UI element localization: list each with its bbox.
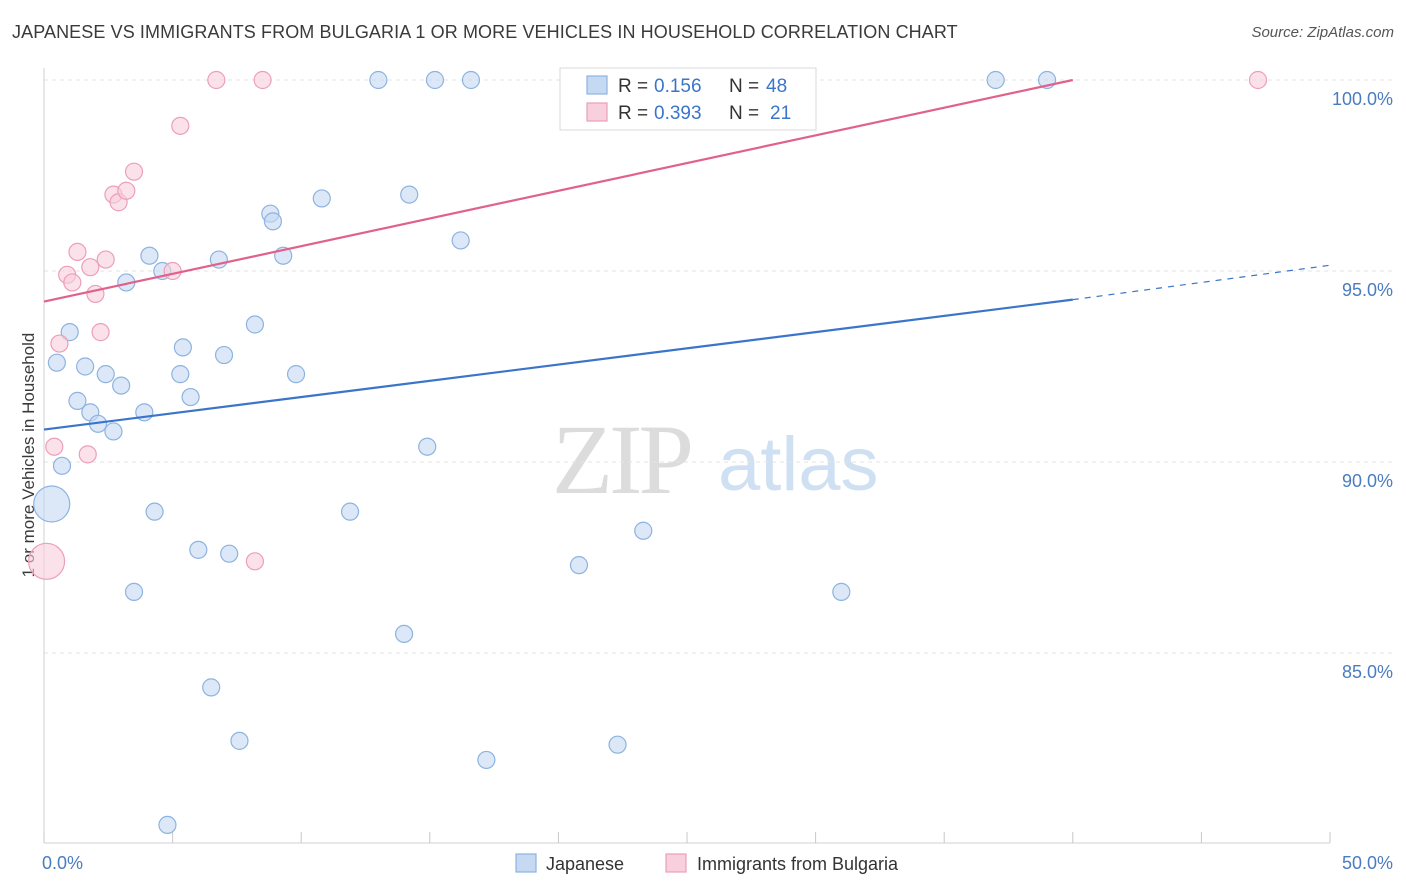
japanese-point-33: [340, 502, 360, 521]
bulgaria-point-15: [163, 261, 182, 281]
japanese-point-17: [158, 815, 177, 835]
bulgaria-point-4: [63, 273, 82, 292]
japanese-point-45: [832, 582, 851, 601]
japanese-point-9: [104, 422, 123, 441]
legend-n-value-1: 48: [766, 76, 787, 97]
legend-n-value-2: 21: [770, 103, 791, 124]
bulgaria-point-13: [117, 181, 136, 200]
legend-r-value-2: 0.393: [654, 103, 702, 124]
japanese-point-29: [263, 212, 283, 231]
japanese-point-14: [140, 246, 159, 265]
japanese-point-35: [394, 624, 414, 644]
y-tick-label-3: 100.0%: [1332, 89, 1393, 109]
japanese-point-43: [608, 735, 627, 754]
japanese-point-8: [96, 365, 115, 384]
watermark: ZIP atlas: [552, 404, 879, 515]
japanese-point-25: [220, 544, 239, 563]
bulgaria-point-5: [68, 242, 87, 261]
bulgaria-point-16: [171, 116, 190, 135]
japanese-point-46: [986, 70, 1005, 90]
japanese-point-4: [68, 391, 87, 410]
bottom-legend-label-bulgaria: Immigrants from Bulgaria: [697, 854, 899, 874]
japanese-point-15: [145, 502, 164, 521]
japanese-point-21: [189, 540, 208, 559]
legend-n-label-2: N =: [729, 103, 759, 124]
series-japanese-points: [33, 70, 1057, 835]
y-tick-label-1: 90.0%: [1342, 471, 1393, 491]
japanese-point-20: [181, 387, 200, 407]
japanese-point-36: [400, 185, 419, 204]
x-tick-marks: [43, 832, 1331, 843]
japanese-point-1: [47, 353, 66, 372]
japanese-point-2: [52, 456, 72, 475]
legend-r-label-2: R =: [618, 103, 648, 124]
japanese-point-38: [425, 70, 445, 90]
bulgaria-point-19: [253, 70, 272, 90]
y-tick-labels: 85.0% 90.0% 95.0% 100.0%: [1332, 89, 1393, 682]
japanese-point-12: [124, 582, 144, 601]
grid-lines: [44, 79, 1395, 654]
bulgaria-point-17: [207, 70, 226, 90]
trend-line-japanese-extension: [1072, 264, 1331, 301]
bulgaria-point-7: [81, 258, 100, 277]
japanese-point-42: [569, 556, 589, 575]
x-tick-label-max: 50.0%: [1342, 853, 1393, 873]
japanese-point-18: [171, 365, 190, 384]
bulgaria-point-0: [27, 542, 66, 580]
trend-line-japanese: [43, 298, 1073, 431]
watermark-atlas: atlas: [718, 422, 879, 507]
japanese-point-26: [230, 731, 249, 750]
japanese-point-41: [477, 750, 496, 770]
trend-line-bulgaria: [43, 78, 1074, 303]
y-axis-label: 1 or more Vehicles in Household: [19, 333, 38, 578]
bulgaria-point-2: [50, 334, 69, 353]
bottom-legend: Japanese Immigrants from Bulgaria: [515, 853, 899, 874]
legend-r-label-1: R =: [618, 76, 648, 97]
watermark-zip: ZIP: [552, 404, 690, 515]
bulgaria-point-8: [86, 284, 105, 304]
legend-n-label-1: N =: [729, 76, 759, 97]
japanese-point-37: [418, 437, 437, 456]
source-credit: Source: ZipAtlas.com: [1251, 24, 1394, 41]
japanese-point-34: [369, 70, 388, 90]
japanese-point-39: [451, 231, 470, 250]
bottom-legend-swatch-japanese: [515, 853, 537, 873]
japanese-point-32: [312, 189, 331, 208]
bulgaria-point-14: [124, 162, 144, 181]
bulgaria-point-6: [78, 445, 97, 464]
legend-swatch-japanese: [586, 75, 608, 95]
bulgaria-point-10: [96, 250, 115, 269]
bottom-legend-label-japanese: Japanese: [546, 854, 624, 874]
legend: R = 0.156 N = 48 R = 0.393 N = 21: [559, 67, 817, 131]
japanese-point-31: [286, 365, 306, 384]
y-tick-label-2: 95.0%: [1342, 280, 1393, 300]
japanese-point-0: [33, 485, 71, 523]
legend-r-value-1: 0.156: [654, 76, 702, 97]
chart-title: JAPANESE VS IMMIGRANTS FROM BULGARIA 1 O…: [12, 22, 958, 42]
japanese-point-10: [112, 376, 131, 395]
x-tick-label-min: 0.0%: [42, 853, 83, 873]
y-tick-label-0: 85.0%: [1342, 662, 1393, 682]
legend-swatch-bulgaria: [586, 102, 608, 122]
bulgaria-point-20: [1248, 70, 1268, 90]
japanese-point-3: [60, 323, 79, 342]
trend-lines: [43, 78, 1331, 431]
japanese-point-22: [202, 678, 221, 697]
japanese-point-40: [461, 70, 481, 90]
bottom-legend-swatch-bulgaria: [665, 853, 687, 873]
japanese-point-5: [76, 357, 95, 376]
japanese-point-44: [634, 521, 653, 540]
japanese-point-19: [173, 338, 192, 357]
bulgaria-point-9: [91, 323, 110, 342]
japanese-point-24: [214, 345, 234, 365]
bulgaria-point-1: [45, 437, 64, 456]
japanese-point-27: [245, 315, 265, 334]
bulgaria-point-18: [245, 552, 265, 571]
